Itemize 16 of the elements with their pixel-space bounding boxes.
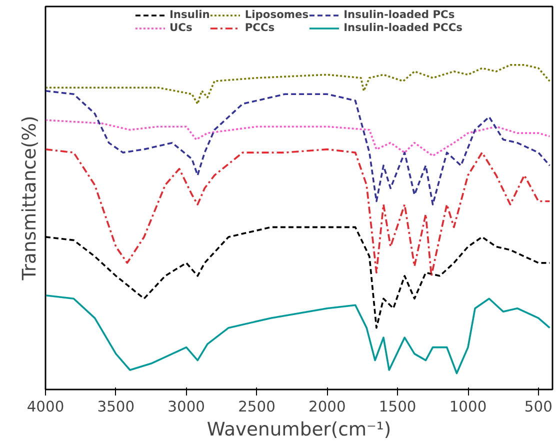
x-axis-title: Wavenumber(cm⁻¹): [206, 420, 392, 440]
legend-label: Insulin-loaded PCs: [344, 8, 455, 21]
x-tick-label: 1000: [449, 398, 487, 416]
legend-label: PCCs: [244, 21, 275, 34]
legend-label: Liposomes: [244, 8, 309, 21]
x-tick-label: 3000: [168, 398, 205, 416]
x-tick-label: 2500: [238, 398, 276, 416]
legend-label: UCs: [169, 21, 192, 34]
x-tick-label: 2000: [308, 398, 346, 416]
x-tick-label: 3500: [97, 398, 135, 416]
x-tick-label: 1500: [378, 398, 416, 416]
legend-label: Insulin: [169, 8, 210, 21]
y-axis-title: Transmittance(%): [20, 116, 40, 282]
x-tick-label: 500: [524, 398, 552, 416]
x-tick-label: 4000: [26, 398, 64, 416]
legend-label: Insulin-loaded PCCs: [344, 21, 463, 34]
